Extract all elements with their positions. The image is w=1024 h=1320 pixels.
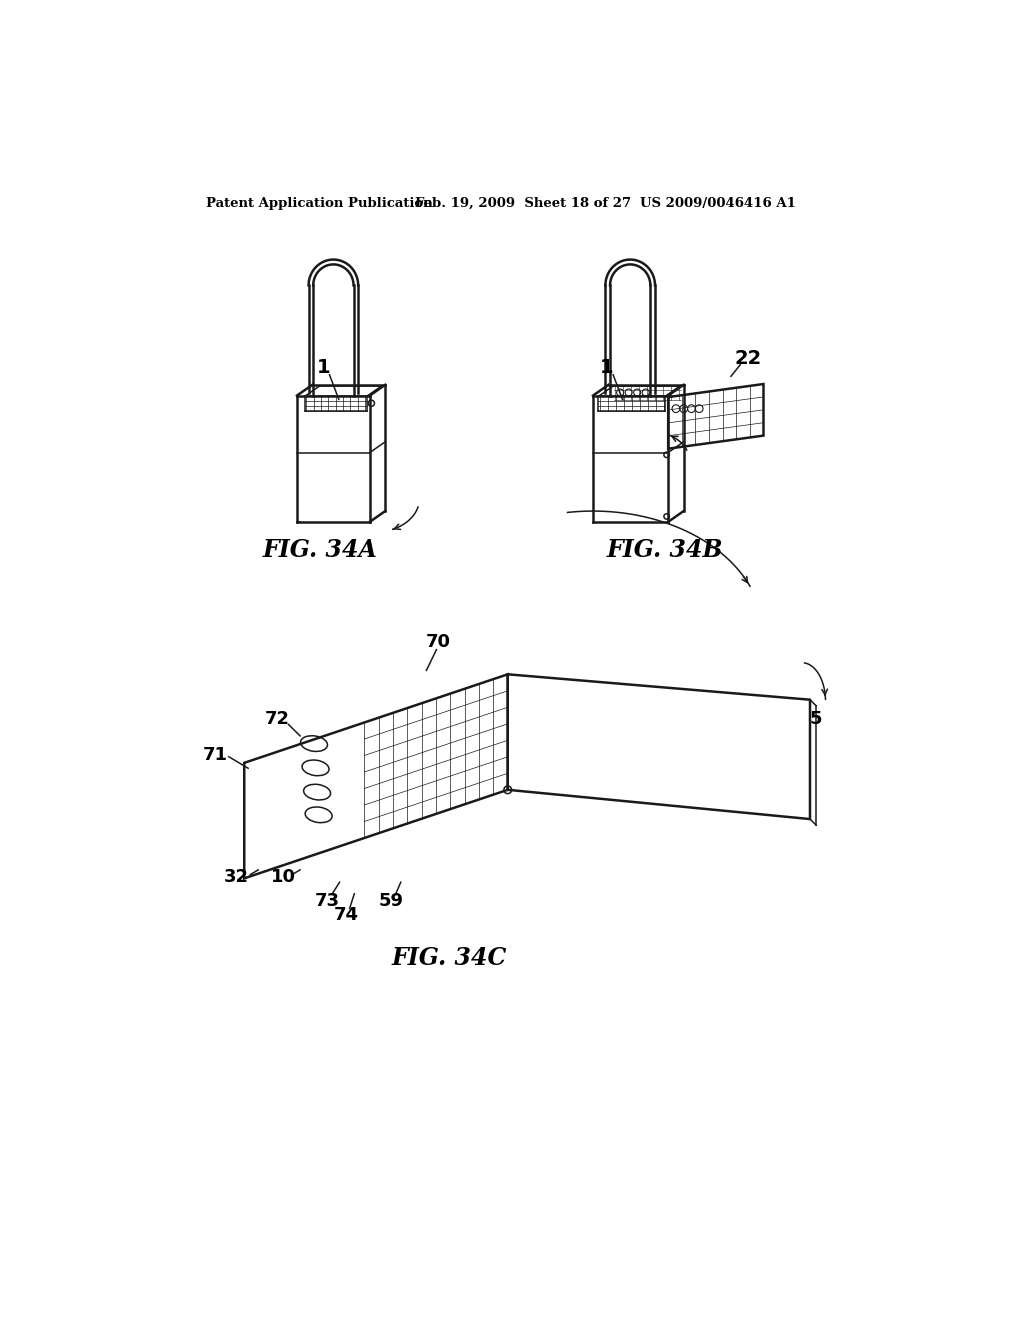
Text: 5: 5	[810, 710, 822, 727]
Text: FIG. 34C: FIG. 34C	[392, 945, 507, 970]
Text: 32: 32	[224, 867, 249, 886]
Text: FIG. 34B: FIG. 34B	[607, 537, 723, 561]
Text: 59: 59	[379, 892, 404, 911]
Text: 1: 1	[599, 358, 613, 378]
Text: 74: 74	[334, 907, 359, 924]
Text: 72: 72	[264, 710, 290, 727]
Text: FIG. 34A: FIG. 34A	[263, 537, 378, 561]
Text: 70: 70	[426, 634, 451, 651]
Text: 10: 10	[270, 867, 296, 886]
Text: 22: 22	[734, 348, 762, 368]
Text: 73: 73	[314, 892, 340, 911]
Text: US 2009/0046416 A1: US 2009/0046416 A1	[640, 197, 796, 210]
Text: 1: 1	[317, 358, 331, 378]
Text: Patent Application Publication: Patent Application Publication	[206, 197, 432, 210]
Text: Feb. 19, 2009  Sheet 18 of 27: Feb. 19, 2009 Sheet 18 of 27	[415, 197, 631, 210]
Text: 71: 71	[203, 746, 227, 764]
